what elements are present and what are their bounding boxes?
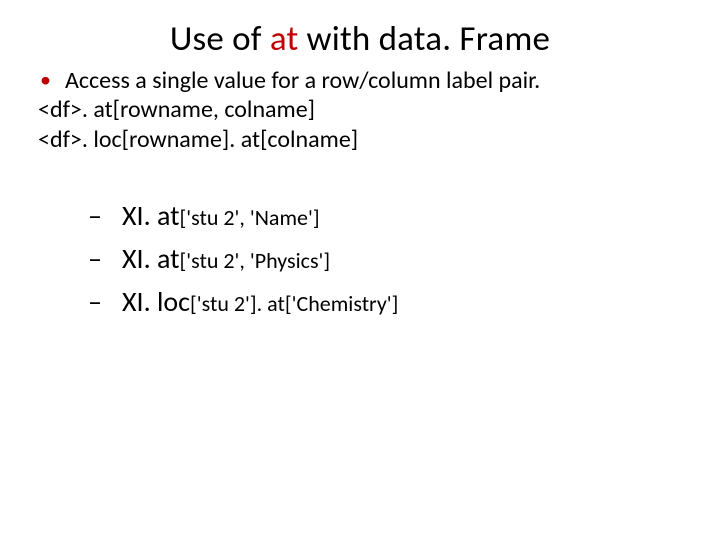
- bullet-dot-icon: •: [40, 66, 51, 94]
- body-text: • Access a single value for a row/column…: [38, 66, 682, 154]
- dash-icon: –: [88, 198, 106, 233]
- example-text: XI. at['stu 2', 'Name']: [122, 198, 320, 233]
- title-part2: with data. Frame: [298, 18, 550, 60]
- title-accent: at: [270, 18, 299, 60]
- example-args: ['stu 2', 'Name']: [180, 204, 320, 231]
- bullet-text: Access a single value for a row/column l…: [65, 66, 540, 95]
- example-item: – XI. at['stu 2', 'Physics']: [88, 241, 682, 276]
- example-item: – XI. loc['stu 2']. at['Chemistry']: [88, 284, 682, 319]
- example-main: XI. loc: [122, 284, 190, 319]
- example-args: ['stu 2', 'Physics']: [180, 247, 331, 274]
- slide: Use of at with data. Frame • Access a si…: [0, 0, 720, 540]
- example-main: XI. at: [122, 198, 180, 233]
- example-main: XI. at: [122, 241, 180, 276]
- title-part1: Use of: [170, 18, 270, 60]
- syntax-line-1: <df>. at[rowname, colname]: [38, 95, 682, 124]
- example-args: ['stu 2']. at['Chemistry']: [190, 290, 398, 317]
- slide-title: Use of at with data. Frame: [38, 18, 682, 60]
- example-text: XI. loc['stu 2']. at['Chemistry']: [122, 284, 398, 319]
- dash-icon: –: [88, 241, 106, 276]
- example-text: XI. at['stu 2', 'Physics']: [122, 241, 330, 276]
- dash-icon: –: [88, 284, 106, 319]
- example-item: – XI. at['stu 2', 'Name']: [88, 198, 682, 233]
- examples-list: – XI. at['stu 2', 'Name'] – XI. at['stu …: [88, 198, 682, 319]
- syntax-line-2: <df>. loc[rowname]. at[colname]: [38, 125, 682, 154]
- bullet-line: • Access a single value for a row/column…: [40, 66, 682, 95]
